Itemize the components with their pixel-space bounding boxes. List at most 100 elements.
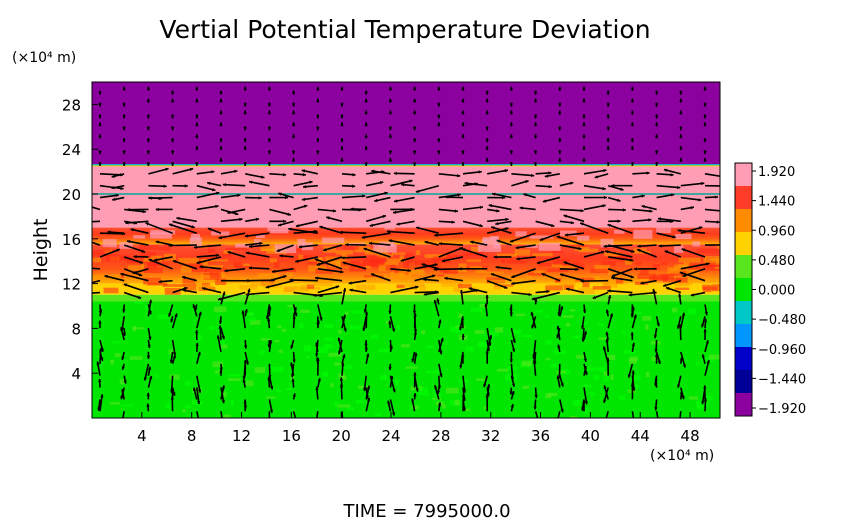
wind-vector-head [294,419,297,422]
field-patch [590,392,595,395]
field-patch [226,248,247,250]
field-patch [497,369,508,372]
field-patch [144,268,163,274]
field-patch [379,259,385,265]
wind-vector-head [268,419,271,422]
field-patch [159,246,164,250]
colorbar-swatch [735,278,752,302]
field-patch [418,393,429,396]
x-tick-label: 8 [187,427,197,445]
field-patch [545,315,549,318]
field-patch [392,253,405,255]
field-patch [539,243,561,251]
field-patch [545,393,551,398]
field-patch [573,400,580,406]
wind-vector [340,232,367,233]
field-patch [322,238,344,243]
field-patch [426,371,438,374]
field-patch [570,309,575,311]
chart-title: Vertial Potential Temperature Deviation [159,15,650,44]
wind-vector [341,257,366,258]
wind-vector-head [632,420,635,423]
field-patch [209,326,215,329]
field-patch [276,389,281,392]
field-patch [214,306,226,312]
field-patch [523,386,529,389]
field-patch [501,259,505,263]
colorbar-tick-label: −0.960 [758,343,806,358]
wind-vector-head [71,266,74,269]
field-patch [703,256,720,263]
y-unit-label: (×10⁴ m) [12,50,76,66]
wind-vector [289,280,317,281]
field-patch [642,316,651,321]
field-patch [688,309,696,315]
field-patch [221,345,228,349]
x-tick-label: 32 [481,427,500,445]
field-patch [545,286,563,291]
field-patch [416,250,420,255]
wind-vector [659,245,681,246]
field-band [92,302,720,418]
wind-vector-head [198,422,201,425]
y-axis-label: Height [30,219,52,282]
colorbar-tick-label: −1.920 [758,402,806,417]
colorbar: 1.9201.4400.9600.4800.000−0.480−0.960−1.… [735,163,806,417]
field-patch [330,383,334,387]
field-patch [623,350,636,354]
field-patch [704,280,722,282]
field-patch [515,314,525,316]
field-patch [324,344,333,348]
field-patch [260,350,264,355]
wind-vector-head [220,419,223,422]
x-tick-label: 48 [681,427,700,445]
field-patch [286,272,293,277]
field-patch [515,231,527,236]
wind-vector [149,198,173,199]
field-patch [130,356,143,360]
field-patch [324,324,333,328]
field-patch [712,284,723,291]
field-patch [515,249,530,255]
wind-vector-head [537,422,540,425]
field-patch [522,335,532,337]
field-patch [689,396,698,399]
field-patch [629,356,637,361]
x-tick-label: 12 [232,427,251,445]
field-patch [573,336,580,339]
field-patch [446,388,459,394]
field-patch [293,277,307,279]
field-patch [405,283,425,287]
field-patch [231,400,234,406]
field-patch [715,267,729,269]
field-patch [208,249,215,253]
field-patch [562,315,574,318]
field-patch [400,273,407,277]
field-patch [599,367,604,372]
field-patch [356,285,375,290]
field-patch [110,402,120,404]
field-patch [267,226,291,231]
x-tick-label: 44 [631,427,650,445]
y-tick-label: 4 [71,365,81,383]
field-patch [272,367,283,372]
field-patch [166,403,171,408]
field-patch [384,226,395,230]
field-patch [379,349,391,353]
colorbar-swatch [735,393,752,417]
field-patch [185,405,191,408]
field-patch [286,388,292,390]
footer-time: TIME = 7995000.0 [342,501,510,519]
field-patch [266,396,275,398]
field-patch [532,253,552,256]
y-tick-label: 16 [62,231,81,249]
colorbar-swatch [735,209,752,233]
x-unit-label: (×10⁴ m) [650,448,714,464]
field-patch [566,323,570,327]
field-patch [384,262,398,265]
field-patch [534,271,545,274]
field-patch [692,241,700,246]
x-tick-label: 16 [282,427,301,445]
field-patch [300,310,310,313]
